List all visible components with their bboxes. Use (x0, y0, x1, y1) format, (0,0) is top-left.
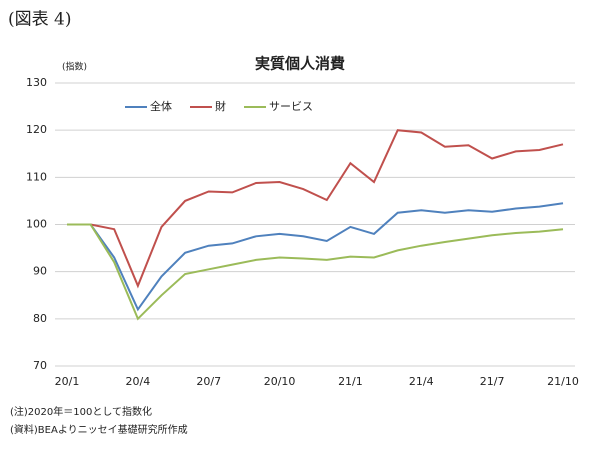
x-tick-label: 21/1 (338, 375, 363, 388)
series-line (67, 129, 564, 289)
x-tick-label: 20/4 (126, 375, 151, 388)
y-tick-label: 90 (33, 265, 47, 278)
x-tick-label: 21/10 (547, 375, 579, 388)
legend-label: 全体 (150, 99, 172, 113)
x-tick-label: 21/4 (409, 375, 434, 388)
series-line (67, 223, 564, 321)
x-tick-label: 21/7 (480, 375, 505, 388)
chart-title: 実質個人消費 (255, 55, 345, 73)
y-tick-label: 80 (33, 312, 47, 325)
y-axis-label: (指数) (62, 61, 87, 73)
legend-label: 財 (215, 99, 226, 113)
x-tick-label: 20/7 (196, 375, 221, 388)
x-tick-label: 20/1 (55, 375, 80, 388)
series-line (67, 202, 564, 312)
source: (資料)BEAよりニッセイ基礎研究所作成 (10, 423, 188, 436)
y-tick-label: 130 (26, 76, 47, 89)
y-tick-label: 120 (26, 123, 47, 136)
x-tick-label: 20/10 (264, 375, 296, 388)
figure-label: (図表 4) (8, 10, 71, 30)
note: (注)2020年＝100として指数化 (10, 405, 152, 418)
y-tick-label: 110 (26, 170, 47, 183)
legend-label: サービス (269, 100, 313, 113)
y-tick-label: 70 (33, 359, 47, 372)
y-tick-label: 100 (26, 218, 47, 231)
